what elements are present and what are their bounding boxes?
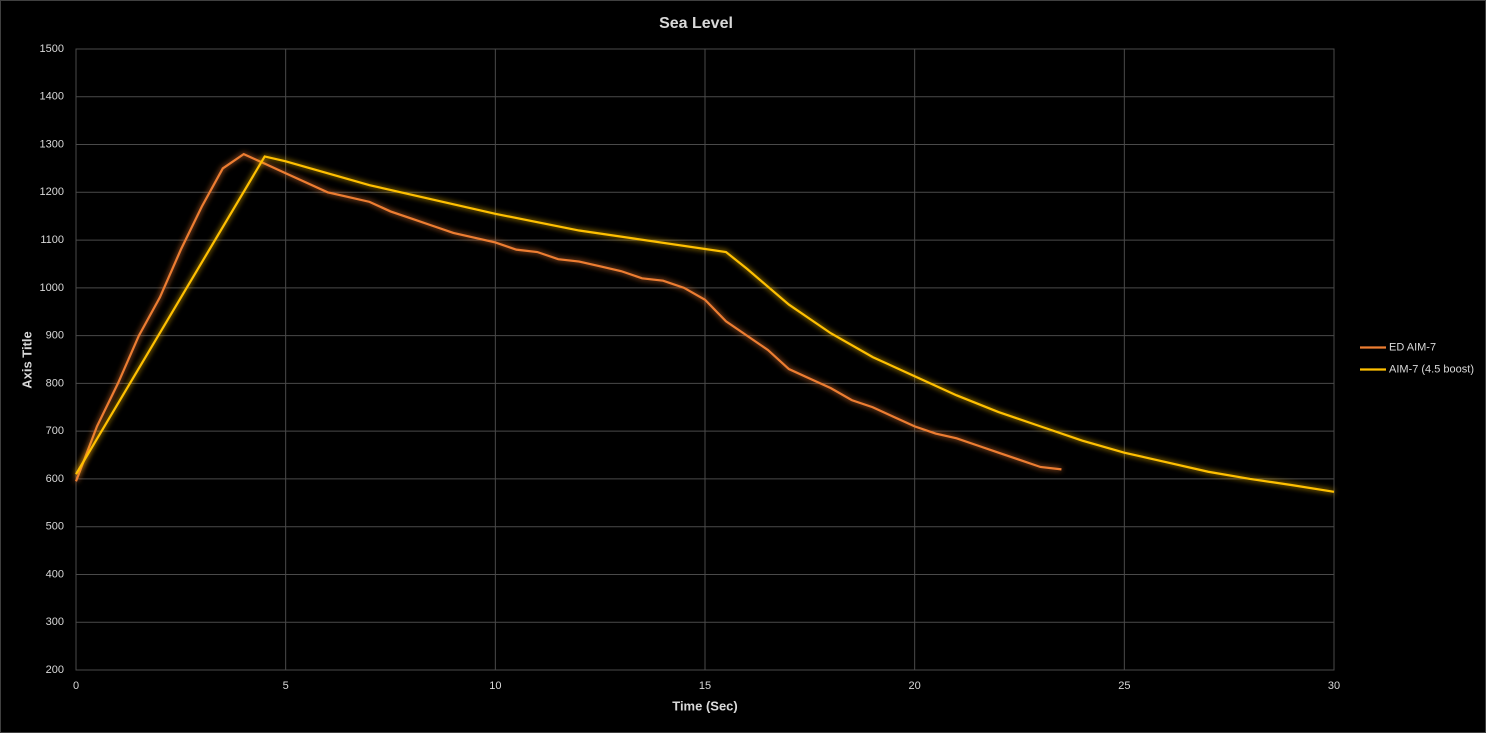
y-tick-label: 300 (46, 616, 64, 628)
y-tick-label: 1500 (40, 43, 64, 55)
y-tick-label: 600 (46, 473, 64, 485)
chart-title: Sea Level (659, 15, 733, 32)
y-tick-label: 1400 (40, 91, 64, 103)
y-tick-label: 1000 (40, 282, 64, 294)
y-tick-label: 500 (46, 521, 64, 533)
legend-label: AIM-7 (4.5 boost) (1389, 363, 1474, 375)
y-axis-title: Axis Title (19, 331, 34, 389)
y-tick-label: 900 (46, 330, 64, 342)
y-tick-label: 1300 (40, 138, 64, 150)
y-tick-label: 1200 (40, 186, 64, 198)
y-tick-label: 800 (46, 377, 64, 389)
x-tick-label: 0 (73, 680, 79, 692)
y-tick-label: 200 (46, 664, 64, 676)
y-tick-label: 1100 (40, 234, 64, 246)
x-tick-label: 5 (283, 680, 289, 692)
x-tick-label: 10 (489, 680, 501, 692)
x-tick-label: 20 (909, 680, 921, 692)
series-line (74, 152, 1062, 482)
legend-label: ED AIM-7 (1389, 341, 1436, 353)
x-tick-label: 15 (699, 680, 711, 692)
y-tick-label: 400 (46, 568, 64, 580)
x-tick-label: 30 (1328, 680, 1340, 692)
x-tick-label: 25 (1118, 680, 1130, 692)
y-tick-label: 700 (46, 425, 64, 437)
series-line (75, 155, 1335, 493)
x-axis-title: Time (Sec) (672, 698, 738, 713)
